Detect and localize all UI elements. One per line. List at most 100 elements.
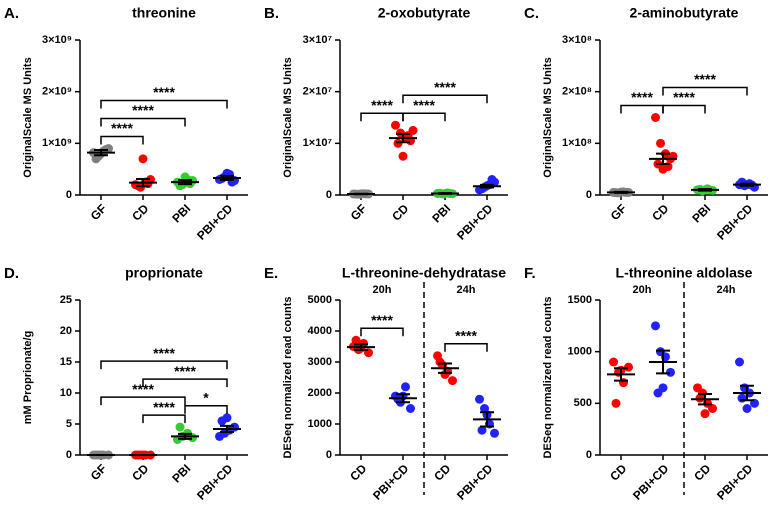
data-point [138, 154, 148, 164]
y-tick-label: 1500 [568, 294, 592, 306]
data-point [666, 367, 675, 377]
data-point [658, 383, 668, 393]
significance-bracket [142, 414, 186, 424]
data-point [398, 151, 408, 161]
sem-bar [698, 188, 712, 192]
y-tick-label: 3×10⁸ [562, 34, 592, 46]
sem-bar [178, 179, 192, 186]
chart-title: 2-aminobutyrate [630, 5, 739, 21]
data-point [656, 138, 665, 148]
significance-label: **** [413, 97, 435, 113]
x-tick-label: CD [607, 461, 629, 483]
significance-bracket [662, 104, 706, 114]
data-point [435, 357, 445, 367]
y-tick-label: 5000 [308, 294, 332, 306]
data-point [230, 422, 239, 432]
y-tick-label: 2000 [308, 387, 332, 399]
x-tick-label: CD [347, 461, 369, 483]
y-tick-label: 10 [60, 387, 72, 399]
data-point [401, 382, 410, 392]
y-tick-label: 2×10⁹ [42, 86, 72, 98]
x-tick-label: PBI [689, 201, 713, 225]
sem-bar [396, 133, 410, 144]
data-point [611, 398, 621, 408]
y-axis-label: OriginalScale MS Units [22, 57, 34, 177]
significance-label: **** [371, 97, 393, 113]
y-tick-label: 25 [60, 294, 72, 306]
y-tick-label: 5 [66, 418, 72, 430]
x-tick-label: PBI+CD [714, 461, 755, 502]
y-tick-label: 0 [66, 449, 72, 461]
sem-bar [94, 149, 108, 157]
significance-bracket [402, 94, 488, 104]
data-point [475, 394, 484, 404]
data-point [406, 404, 415, 413]
significance-bracket [662, 86, 748, 96]
significance-bracket [100, 135, 144, 145]
sem-bar [698, 393, 712, 406]
significance-bracket [360, 327, 404, 337]
panel-label: F. [524, 265, 536, 282]
sem-bar [614, 190, 628, 194]
sem-bar [480, 411, 494, 428]
sem-bar [438, 362, 452, 374]
significance-label: **** [153, 84, 175, 100]
x-tick-label: CD [691, 461, 713, 483]
x-tick-label: PBI [429, 201, 453, 225]
sem-bar [438, 192, 452, 195]
data-point [391, 120, 400, 130]
sem-bar [178, 432, 192, 440]
significance-label: * [203, 390, 209, 406]
y-tick-label: 4000 [308, 325, 332, 337]
significance-label: **** [631, 89, 653, 105]
group-label: 20h [633, 284, 652, 296]
data-point [737, 393, 747, 403]
x-tick-label: GF [88, 201, 110, 223]
data-point [477, 425, 487, 435]
y-tick-label: 0 [66, 189, 72, 201]
significance-bracket [184, 405, 228, 414]
y-tick-label: 1×10⁸ [562, 137, 592, 149]
significance-bracket [360, 112, 404, 122]
significance-bracket [402, 112, 446, 122]
x-tick-label: CD [389, 201, 411, 223]
data-point [651, 113, 660, 122]
group-label: 24h [457, 284, 476, 296]
sem-bar [656, 152, 670, 165]
data-point [222, 413, 232, 423]
panel-label: E. [264, 265, 278, 282]
significance-label: **** [153, 399, 175, 415]
sem-bar [480, 183, 494, 189]
data-point [609, 357, 618, 367]
data-point [624, 362, 633, 372]
chart-title: L-threonine aldolase [616, 265, 753, 281]
data-point [408, 125, 418, 135]
data-point [735, 357, 744, 367]
data-point [490, 428, 499, 438]
sem-bar [136, 177, 150, 188]
data-point [175, 422, 185, 432]
significance-label: **** [434, 79, 456, 95]
significance-label: **** [673, 89, 695, 105]
data-point [695, 393, 705, 403]
x-tick-label: CD [431, 461, 453, 483]
x-tick-label: CD [649, 201, 671, 223]
y-tick-label: 15 [60, 356, 72, 368]
y-axis-label: DESeq normalized read counts [542, 297, 554, 459]
chart-title: L-threonine-dehydratase [342, 265, 506, 281]
significance-label: **** [153, 345, 175, 361]
y-axis-label: DESeq normalized read counts [282, 297, 294, 459]
group-label: 24h [717, 284, 736, 296]
data-point [351, 335, 361, 345]
data-point [393, 138, 403, 148]
y-tick-label: 0 [326, 449, 332, 461]
significance-label: **** [455, 328, 477, 344]
chart-title: threonine [132, 5, 196, 21]
y-tick-label: 0 [326, 189, 332, 201]
x-tick-label: GF [608, 201, 630, 223]
panel-label: A. [4, 5, 19, 22]
significance-bracket [100, 99, 228, 109]
y-tick-label: 3000 [308, 356, 332, 368]
significance-bracket [100, 360, 228, 370]
